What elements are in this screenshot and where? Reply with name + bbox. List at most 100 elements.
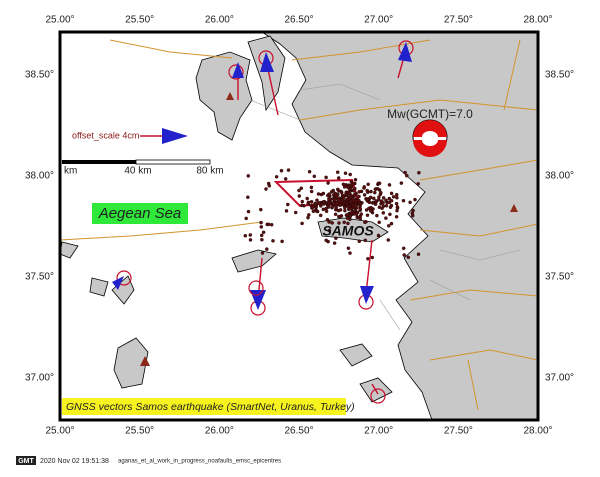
scale-segment (135, 159, 211, 165)
epicentre (352, 193, 357, 197)
epicentre (365, 188, 369, 193)
epicentre (337, 221, 341, 225)
epicentre (309, 189, 314, 194)
epicentre (293, 210, 298, 215)
epicentre (243, 233, 248, 238)
epicentre (260, 251, 265, 255)
epicentre (271, 239, 275, 243)
epicentre (368, 195, 373, 200)
western-island (89, 277, 109, 297)
epicentre (375, 213, 379, 218)
epicentre (334, 201, 339, 205)
epicentre (265, 247, 269, 251)
epicentre (345, 212, 350, 217)
epicentre (261, 230, 266, 235)
epicentre (358, 217, 363, 221)
epicentre (297, 194, 302, 198)
epicentre (359, 189, 364, 194)
epicentre (373, 190, 377, 195)
beachball-quadrant (413, 140, 447, 157)
scale-label: 40 km (124, 166, 151, 177)
lon-label: 27.00° (364, 15, 393, 26)
epicentre (267, 184, 272, 188)
epicentre (264, 187, 268, 191)
epicentre (346, 246, 351, 250)
epicentre (300, 203, 304, 208)
logo: GMT (18, 458, 34, 465)
epicentre (410, 213, 415, 218)
epicentre (321, 191, 326, 196)
lon-label: 27.00° (364, 426, 393, 437)
sea-label: Aegean Sea (98, 205, 182, 222)
caption: GNSS vectors Samos earthquake (SmartNet,… (66, 401, 355, 413)
epicentre (327, 220, 331, 224)
epicentre (326, 193, 330, 198)
map-frame (58, 30, 540, 422)
site (116, 270, 132, 286)
epicentre (367, 200, 372, 205)
epicentre (353, 204, 357, 208)
epicentre (403, 170, 407, 175)
epicentres (243, 168, 421, 261)
island-label: SAMOS (322, 223, 374, 239)
epicentre (352, 189, 356, 193)
epicentre (300, 221, 304, 226)
vector-head (260, 52, 274, 72)
epicentre (387, 200, 392, 205)
epicentre (280, 239, 284, 244)
epicentre (417, 170, 421, 175)
epicentre (401, 246, 406, 251)
epicentre (316, 192, 321, 196)
epicentre (402, 253, 406, 257)
gnss-vectors (112, 40, 414, 404)
scale-vector-head (162, 128, 188, 144)
epicentre (305, 196, 309, 201)
site (370, 388, 386, 404)
fault (59, 39, 539, 411)
timestamp: 2020 Nov 02 19:51:38 (40, 458, 109, 465)
epicentre (246, 209, 251, 214)
epicentre (366, 182, 370, 187)
epicentre (260, 237, 264, 242)
epicentre (377, 181, 382, 186)
lat-label: 37.00° (25, 373, 54, 384)
epicentre (332, 241, 337, 245)
lon-label: 26.00° (205, 426, 234, 437)
epicentre (279, 168, 284, 173)
epicentre (388, 205, 393, 209)
epicentre (387, 183, 392, 187)
epicentre (349, 199, 354, 204)
epicentre (313, 201, 318, 206)
epicentre (309, 199, 314, 204)
epicentre (259, 220, 263, 225)
epicentre (266, 222, 271, 227)
epicentre (283, 177, 288, 181)
epicentre (347, 191, 352, 195)
epicentre (310, 205, 315, 210)
epicentre (377, 220, 381, 225)
beachball (412, 119, 448, 157)
site (228, 64, 244, 80)
epicentre (326, 181, 330, 185)
epicentre (269, 222, 274, 227)
caption-box (62, 398, 346, 415)
river (249, 83, 521, 331)
lat-label: 38.50° (25, 70, 54, 81)
footer: GMT 2020 Nov 02 19:51:38 aganas_et_al_wo… (16, 456, 281, 465)
filename: aganas_et_al_work_in_progress_noafaults_… (118, 459, 281, 465)
epicentre (336, 176, 341, 180)
epicentre (324, 238, 328, 243)
epicentre (395, 195, 399, 200)
epicentre (319, 204, 323, 208)
epicentre (321, 207, 326, 212)
epicentre (386, 238, 391, 242)
epicentre (358, 206, 362, 211)
epicentre (343, 208, 347, 213)
vector-head (232, 62, 244, 78)
lon-label: 26.00° (205, 15, 234, 26)
magnitude-label: Mw(GCMT)=7.0 (387, 107, 473, 121)
epicentre (337, 214, 341, 219)
epicentre (342, 205, 347, 210)
lat-label: 37.50° (25, 272, 54, 283)
